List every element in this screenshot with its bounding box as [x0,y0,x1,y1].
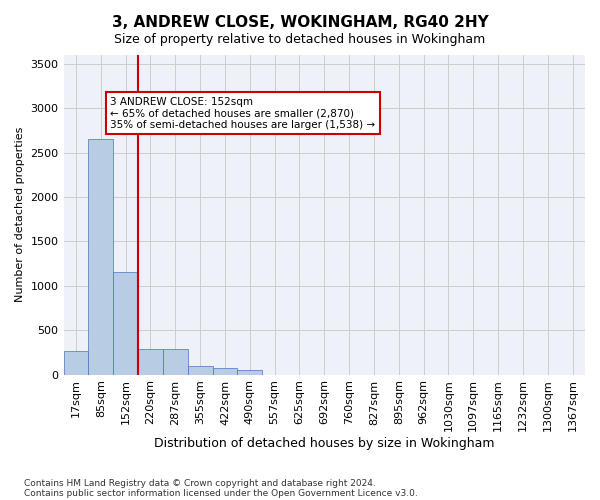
Bar [64,350,88,374]
Bar [163,349,188,374]
X-axis label: Distribution of detached houses by size in Wokingham: Distribution of detached houses by size … [154,437,494,450]
Bar [212,368,238,374]
Bar [88,140,113,374]
Bar [188,366,212,374]
Text: Contains public sector information licensed under the Open Government Licence v3: Contains public sector information licen… [24,488,418,498]
Text: Contains HM Land Registry data © Crown copyright and database right 2024.: Contains HM Land Registry data © Crown c… [24,478,376,488]
Text: 3 ANDREW CLOSE: 152sqm
← 65% of detached houses are smaller (2,870)
35% of semi-: 3 ANDREW CLOSE: 152sqm ← 65% of detached… [110,96,376,130]
Bar [113,272,138,374]
Text: Size of property relative to detached houses in Wokingham: Size of property relative to detached ho… [115,32,485,46]
Bar [238,370,262,374]
Y-axis label: Number of detached properties: Number of detached properties [15,127,25,302]
Bar [138,349,163,374]
Text: 3, ANDREW CLOSE, WOKINGHAM, RG40 2HY: 3, ANDREW CLOSE, WOKINGHAM, RG40 2HY [112,15,488,30]
